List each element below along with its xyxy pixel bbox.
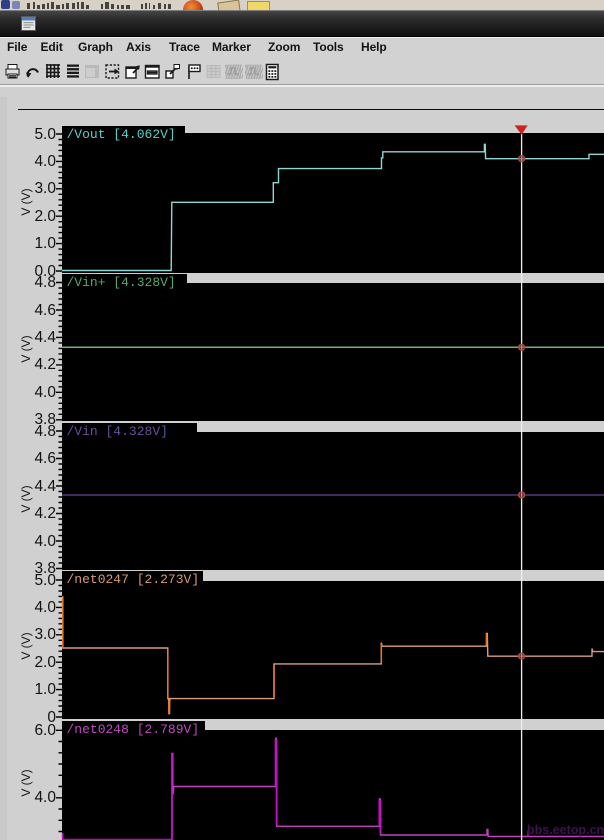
svg-text:bbs.eetop.cn: bbs.eetop.cn: [527, 823, 604, 837]
